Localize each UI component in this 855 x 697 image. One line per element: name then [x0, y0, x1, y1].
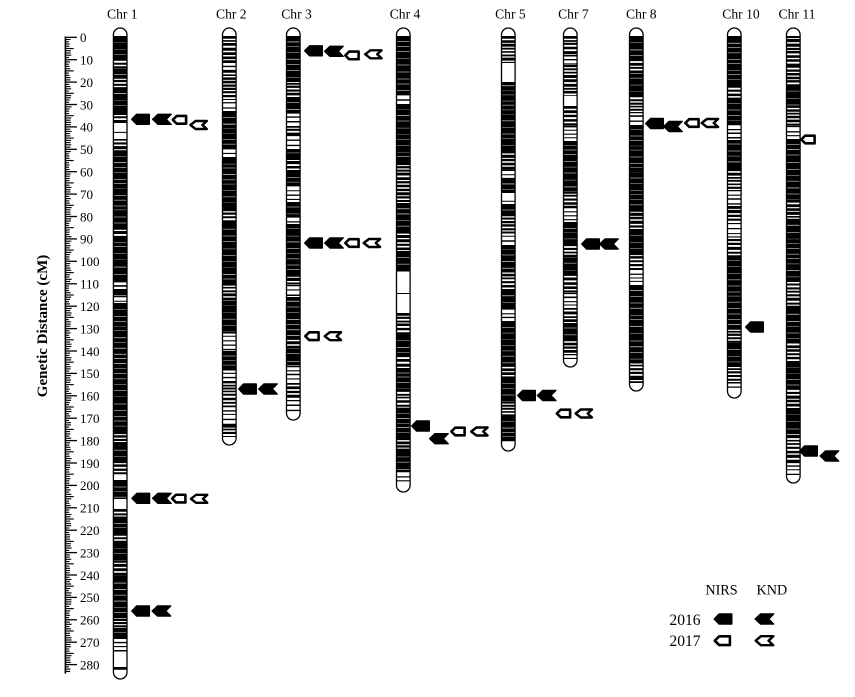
- svg-text:2016: 2016: [669, 612, 700, 629]
- svg-text:Chr 8: Chr 8: [626, 7, 657, 22]
- svg-text:100: 100: [80, 254, 100, 269]
- svg-text:70: 70: [80, 187, 93, 202]
- svg-text:200: 200: [80, 478, 100, 493]
- svg-text:140: 140: [80, 344, 100, 359]
- svg-text:Genetic Distance (cM): Genetic Distance (cM): [35, 255, 51, 397]
- svg-text:Chr 10: Chr 10: [722, 7, 760, 22]
- svg-text:240: 240: [80, 568, 100, 583]
- svg-text:170: 170: [80, 411, 100, 426]
- svg-text:280: 280: [80, 657, 100, 672]
- svg-text:NIRS: NIRS: [705, 583, 737, 599]
- svg-text:0: 0: [80, 30, 87, 45]
- svg-text:10: 10: [80, 53, 93, 68]
- svg-text:Chr 11: Chr 11: [779, 7, 816, 22]
- svg-text:250: 250: [80, 590, 100, 605]
- svg-text:260: 260: [80, 613, 100, 628]
- svg-text:60: 60: [80, 165, 93, 180]
- svg-text:Chr 2: Chr 2: [216, 7, 247, 22]
- svg-text:20: 20: [80, 75, 93, 90]
- svg-text:90: 90: [80, 232, 93, 247]
- svg-text:KND: KND: [757, 583, 788, 599]
- svg-text:120: 120: [80, 299, 100, 314]
- svg-text:Chr 7: Chr 7: [558, 7, 589, 22]
- svg-text:210: 210: [80, 501, 100, 516]
- svg-text:180: 180: [80, 433, 100, 448]
- svg-text:230: 230: [80, 545, 100, 560]
- svg-text:30: 30: [80, 97, 93, 112]
- svg-text:40: 40: [80, 120, 93, 135]
- svg-text:2017: 2017: [669, 633, 700, 650]
- svg-text:150: 150: [80, 366, 100, 381]
- svg-text:80: 80: [80, 209, 93, 224]
- svg-text:110: 110: [80, 277, 99, 292]
- svg-text:220: 220: [80, 523, 100, 538]
- svg-text:Chr 1: Chr 1: [107, 7, 138, 22]
- svg-text:190: 190: [80, 456, 100, 471]
- svg-text:Chr 3: Chr 3: [281, 7, 312, 22]
- svg-text:130: 130: [80, 321, 100, 336]
- svg-text:Chr 4: Chr 4: [390, 7, 421, 22]
- svg-text:160: 160: [80, 389, 100, 404]
- svg-text:Chr 5: Chr 5: [495, 7, 526, 22]
- svg-text:270: 270: [80, 635, 100, 650]
- svg-text:50: 50: [80, 142, 93, 157]
